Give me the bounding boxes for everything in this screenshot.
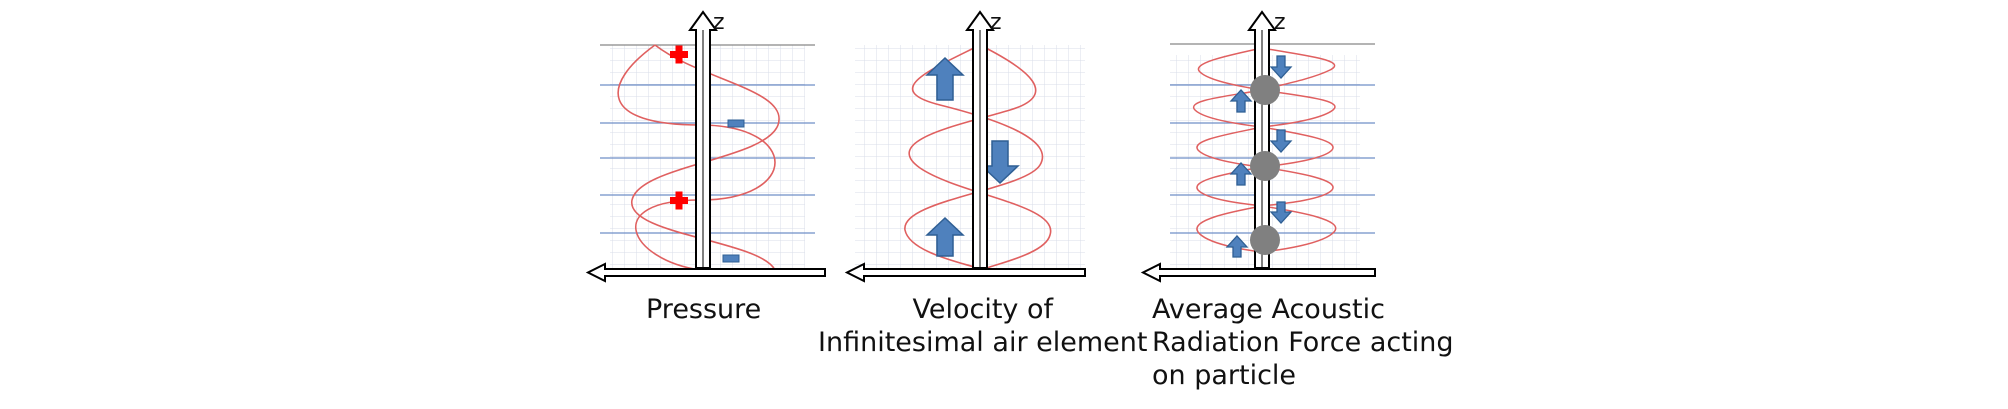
plus-icon: [670, 191, 688, 210]
force-z-label: z: [1274, 10, 1286, 35]
pressure-horizontal-axis: [585, 262, 826, 283]
particle-icon: [1250, 75, 1280, 105]
pressure-z-label: z: [713, 10, 725, 35]
force-wave-curve: [1261, 126, 1334, 168]
minus-icon: [727, 119, 745, 128]
force-down-arrow-icon: [1269, 201, 1293, 224]
caption-line: Radiation Force acting: [1152, 327, 1454, 358]
force-wave-curve: [1261, 89, 1336, 128]
velocity-down-arrow-icon: [980, 140, 1020, 185]
velocity-z-label: z: [990, 10, 1002, 35]
minus-icon: [722, 254, 740, 263]
velocity-caption: Velocity of Infinitesimal air element: [818, 293, 1147, 359]
velocity-z-axis: [965, 10, 995, 269]
force-wave-curve: [1192, 89, 1263, 128]
pressure-z-axis: [688, 10, 718, 269]
plus-icon: [670, 45, 688, 64]
force-down-arrow-icon: [1269, 55, 1293, 79]
force-up-arrow-icon: [1229, 162, 1253, 186]
force-up-arrow-icon: [1225, 235, 1249, 258]
velocity-horizontal-axis: [844, 262, 1086, 283]
velocity-up-arrow-icon: [925, 216, 965, 257]
velocity-wave-curve: [904, 44, 1044, 271]
caption-line: Infinitesimal air element: [818, 327, 1148, 358]
caption-line: Velocity of: [912, 294, 1053, 325]
caption-line: Pressure: [646, 294, 762, 325]
force-down-arrow-icon: [1269, 129, 1293, 153]
caption-line: Average Acoustic: [1152, 294, 1385, 325]
pressure-panel: z: [585, 10, 826, 283]
velocity-panel: z: [844, 10, 1086, 283]
force-wave-curve: [1261, 205, 1337, 253]
velocity-up-arrow-icon: [925, 56, 965, 101]
particle-icon: [1250, 225, 1280, 255]
force-up-arrow-icon: [1229, 89, 1253, 113]
pressure-wave-curve: [617, 44, 776, 271]
force-wave-curves: [1192, 47, 1337, 253]
velocity-wave-curve: [908, 44, 1052, 271]
force-horizontal-axis: [1140, 262, 1376, 283]
force-wave-curve: [1197, 47, 1263, 91]
velocity-grid-background: [855, 45, 1085, 270]
particle-icon: [1250, 151, 1280, 181]
pressure-caption: Pressure: [646, 293, 761, 326]
caption-line: on particle: [1152, 360, 1297, 391]
radiation-force-caption: Average Acoustic Radiation Force acting …: [1152, 293, 1454, 392]
radiation-force-panel: z: [1140, 10, 1376, 283]
